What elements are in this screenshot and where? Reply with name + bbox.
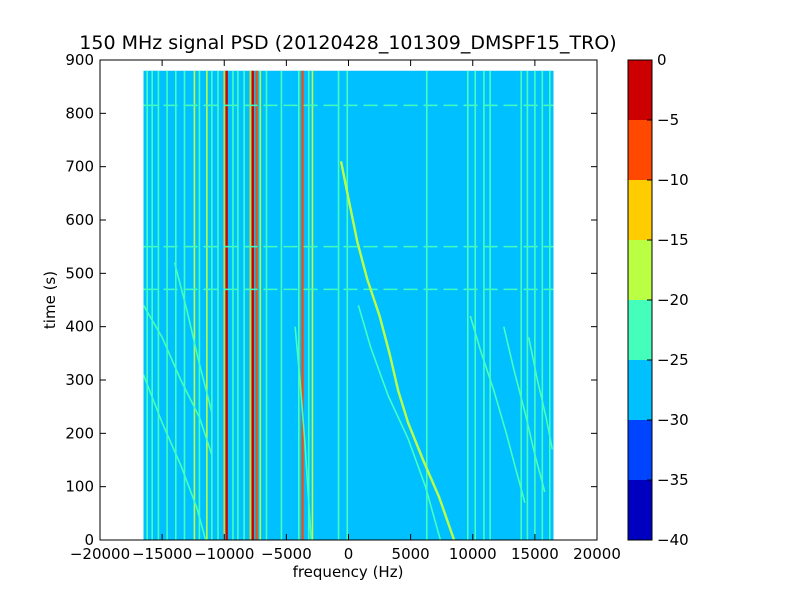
sweep-curves-layer <box>143 161 554 541</box>
colorbar-cell-4 <box>628 240 652 300</box>
heatmap-background <box>143 70 554 541</box>
colorbar-cell-6 <box>628 120 652 180</box>
colorbar-tick-label: −35 <box>657 471 689 489</box>
colorbar-tick-label: 0 <box>657 51 667 69</box>
x-axis: −20000 −15000 −10000 −5000 0 5000 10000 15000 20… <box>70 60 621 563</box>
chart-title: 150 MHz signal PSD (20120428_101309_DMSP… <box>79 32 616 54</box>
y-tick-label: 700 <box>65 158 94 176</box>
colorbar-cell-5 <box>628 180 652 240</box>
colorbar-cell-0 <box>628 480 652 540</box>
sweep-curve-8 <box>527 337 554 450</box>
sweep-curve-2 <box>143 374 207 541</box>
x-tick-label: 5000 <box>392 545 430 563</box>
sweep-curve-1 <box>143 304 213 455</box>
y-tick-label: 100 <box>65 478 94 496</box>
vertical-lines-layer <box>146 70 551 540</box>
colorbar-tick-label: −30 <box>657 411 689 429</box>
sweep-curve-0 <box>339 161 456 541</box>
heatmap <box>143 70 554 541</box>
y-tick-label: 900 <box>65 51 94 69</box>
x-tick-label: 10000 <box>449 545 497 563</box>
colorbar-tick-label: −5 <box>657 111 679 129</box>
colorbar-cell-3 <box>628 300 652 360</box>
y-tick-label: 300 <box>65 371 94 389</box>
colorbar-tick-label: −10 <box>657 171 689 189</box>
sweep-curve-7 <box>503 326 546 493</box>
y-tick-label: 400 <box>65 318 94 336</box>
x-tick-label: −10000 <box>194 545 254 563</box>
colorbar-ticks: 0 −5 −10 −15 −20 −25 −30 −35 −40 <box>647 51 689 549</box>
y-tick-label: 800 <box>65 104 94 122</box>
x-tick-label: −15000 <box>132 545 192 563</box>
x-tick-label: −5000 <box>261 545 312 563</box>
colorbar-tick-label: −20 <box>657 291 689 309</box>
sweep-curve-3 <box>173 262 213 413</box>
x-tick-label: 0 <box>344 545 354 563</box>
sweep-curve-4 <box>294 326 312 541</box>
x-tick-label: 15000 <box>511 545 559 563</box>
colorbar-cell-7 <box>628 60 652 120</box>
colorbar-cell-2 <box>628 360 652 420</box>
x-axis-title: frequency (Hz) <box>293 563 404 581</box>
colorbar-cell-1 <box>628 420 652 480</box>
y-tick-label: 200 <box>65 424 94 442</box>
y-tick-label: 0 <box>84 531 94 549</box>
y-axis: 0 100 200 300 400 500 600 700 800 900 <box>65 51 597 549</box>
x-tick-label: −20000 <box>70 545 130 563</box>
sweep-curve-5 <box>357 305 442 541</box>
y-axis-title: time (s) <box>41 271 59 329</box>
sweep-curve-6 <box>469 315 526 503</box>
colorbar: 0 −5 −10 −15 −20 −25 −30 −35 −40 <box>627 51 689 549</box>
colorbar-tick-label: −25 <box>657 351 689 369</box>
x-tick-label: 20000 <box>573 545 621 563</box>
colorbar-tick-label: −15 <box>657 231 689 249</box>
y-tick-label: 600 <box>65 211 94 229</box>
colorbar-cells <box>628 60 652 540</box>
colorbar-tick-label: −40 <box>657 531 689 549</box>
plot-area <box>99 59 598 541</box>
y-tick-label: 500 <box>65 264 94 282</box>
horizontal-bands-layer <box>143 104 554 291</box>
